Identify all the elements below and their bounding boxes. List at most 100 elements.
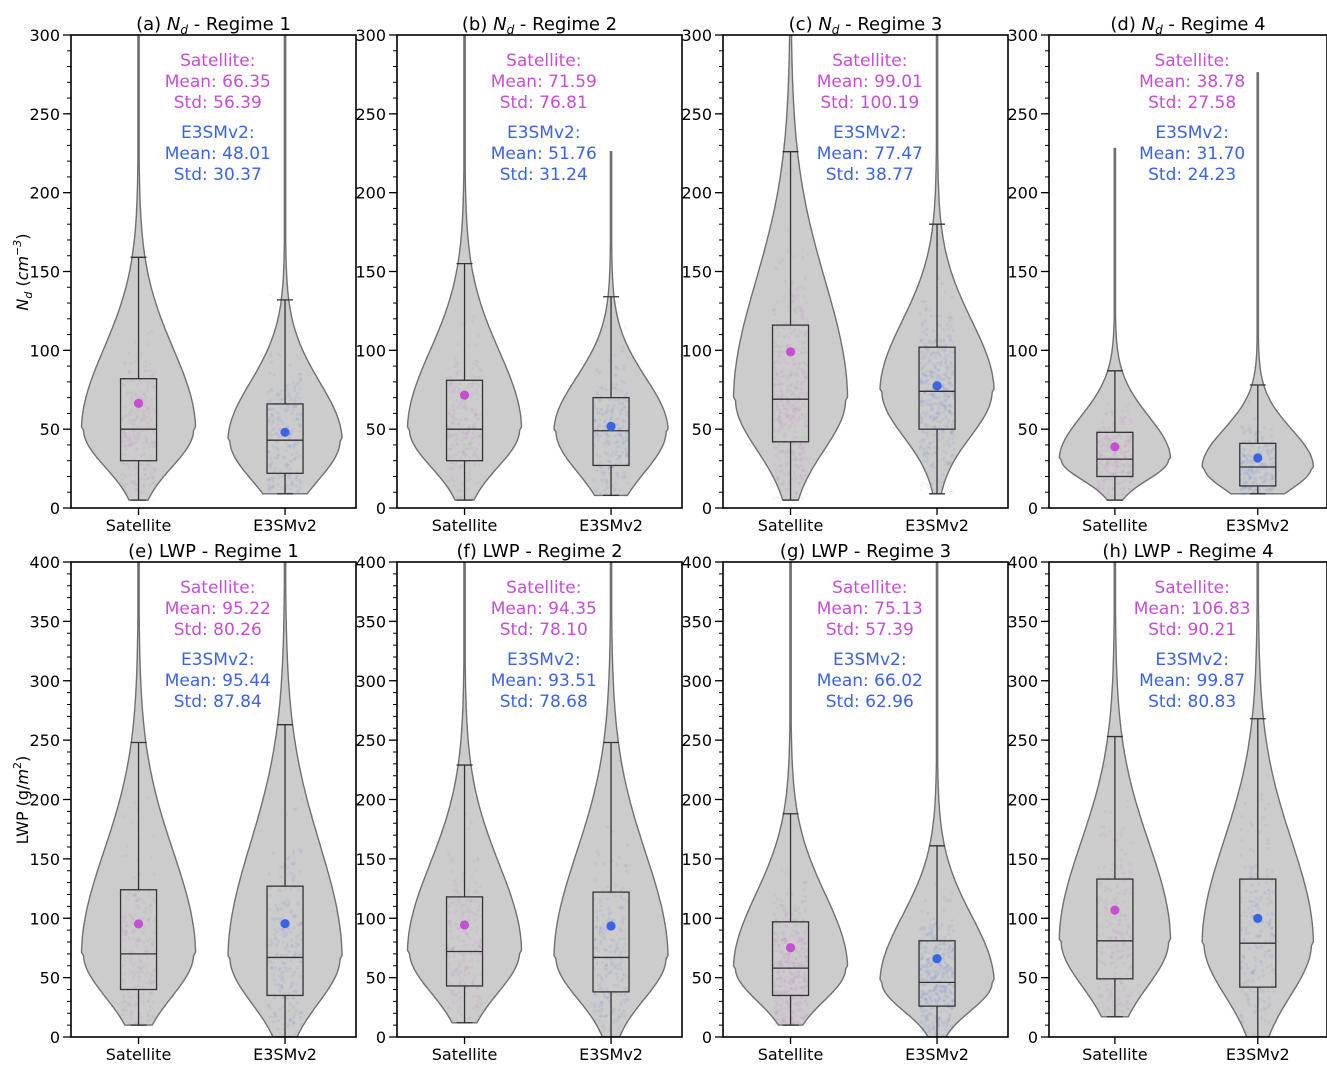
x-tick-label: E3SMv2: [1226, 1045, 1290, 1063]
y-axis: 0 50 100 150 200 250 300: [1007, 26, 1049, 518]
satellite-stats-text: Std: 56.39: [174, 93, 262, 113]
model-stats-text: E3SMv2:: [507, 650, 581, 670]
model-stats-text: Std: 87.84: [174, 692, 262, 712]
mean-marker: [932, 954, 941, 963]
panel-title: (d) Nd - Regime 4: [1110, 14, 1265, 37]
satellite-stats-text: Satellite:: [832, 51, 907, 71]
mean-marker: [280, 428, 289, 437]
y-tick-label: 50: [692, 969, 712, 988]
y-tick-label: 250: [1007, 731, 1038, 750]
mean-marker: [280, 919, 289, 928]
satellite-stats-text: Satellite:: [506, 51, 581, 71]
y-tick-label: 0: [50, 499, 60, 518]
model-stats-text: E3SMv2:: [1155, 650, 1229, 670]
mean-marker: [134, 399, 143, 408]
y-tick-label: 50: [40, 969, 60, 988]
satellite-stats-text: Std: 80.26: [174, 620, 262, 640]
mean-marker: [460, 391, 469, 400]
mean-marker: [1110, 442, 1119, 451]
model-stats-text: Mean: 48.01: [165, 144, 271, 164]
mean-marker: [1253, 914, 1262, 923]
model-stats-text: Std: 62.96: [826, 692, 914, 712]
model-stats-text: E3SMv2:: [181, 123, 255, 143]
satellite-stats-text: Std: 27.58: [1148, 93, 1236, 113]
y-tick-label: 200: [29, 791, 60, 810]
mean-marker: [786, 943, 795, 952]
x-tick-label: Satellite: [432, 516, 498, 535]
y-tick-label: 100: [681, 341, 712, 360]
panel-title: (f) LWP - Regime 2: [456, 541, 622, 562]
y-tick-label: 400: [681, 553, 712, 572]
y-tick-label: 100: [681, 909, 712, 928]
satellite-stats-text: Std: 78.10: [500, 620, 588, 640]
x-tick-label: E3SMv2: [905, 516, 969, 535]
x-tick-label: E3SMv2: [253, 516, 317, 535]
model-stats-text: Mean: 99.87: [1139, 671, 1245, 691]
y-tick-label: 250: [681, 105, 712, 124]
satellite-stats-text: Satellite:: [180, 578, 255, 598]
mean-marker: [786, 347, 795, 356]
model-stats-text: E3SMv2:: [507, 123, 581, 143]
model-stats-text: Std: 24.23: [1148, 165, 1236, 185]
y-tick-label: 250: [29, 731, 60, 750]
y-tick-label: 300: [29, 672, 60, 691]
y-tick-label: 0: [702, 1028, 712, 1047]
satellite-stats-text: Mean: 71.59: [491, 72, 597, 92]
y-tick-label: 350: [29, 612, 60, 631]
x-tick-label: E3SMv2: [905, 1045, 969, 1063]
mean-marker: [606, 921, 615, 930]
model-stats-text: E3SMv2:: [833, 650, 907, 670]
satellite-stats-text: Mean: 75.13: [817, 599, 923, 619]
model-stats-text: Mean: 95.44: [165, 671, 271, 691]
y-tick-label: 150: [681, 263, 712, 282]
y-tick-label: 0: [1028, 1028, 1038, 1047]
y-tick-label: 0: [376, 1028, 386, 1047]
lwp-axis-label: LWP (g/m2): [11, 756, 32, 845]
y-tick-label: 50: [1018, 420, 1038, 439]
satellite-stats-text: Std: 90.21: [1148, 620, 1236, 640]
y-tick-label: 250: [355, 105, 386, 124]
satellite-stats-text: Mean: 95.22: [165, 599, 271, 619]
y-tick-label: 300: [1007, 26, 1038, 45]
panel-title: (a) Nd - Regime 1: [136, 14, 291, 37]
x-tick-label: E3SMv2: [579, 516, 643, 535]
satellite-stats-text: Satellite:: [1154, 578, 1229, 598]
y-tick-label: 50: [1018, 969, 1038, 988]
x-tick-label: Satellite: [1082, 516, 1148, 535]
y-tick-label: 0: [1028, 499, 1038, 518]
panel-title: (b) Nd - Regime 2: [462, 14, 617, 37]
y-tick-label: 150: [355, 850, 386, 869]
mean-marker: [460, 920, 469, 929]
model-stats-text: Std: 38.77: [826, 165, 914, 185]
satellite-stats-text: Satellite:: [180, 51, 255, 71]
y-tick-label: 150: [29, 850, 60, 869]
y-tick-label: 50: [366, 420, 386, 439]
satellite-stats-text: Std: 76.81: [500, 93, 588, 113]
y-tick-label: 200: [1007, 184, 1038, 203]
x-tick-label: Satellite: [758, 516, 824, 535]
y-tick-label: 100: [355, 909, 386, 928]
y-tick-label: 300: [355, 672, 386, 691]
x-tick-label: E3SMv2: [579, 1045, 643, 1063]
y-tick-label: 300: [355, 26, 386, 45]
y-tick-label: 100: [1007, 341, 1038, 360]
satellite-stats-text: Mean: 106.83: [1134, 599, 1251, 619]
y-tick-label: 200: [355, 791, 386, 810]
y-tick-label: 50: [366, 969, 386, 988]
y-tick-label: 150: [1007, 263, 1038, 282]
y-tick-label: 300: [29, 26, 60, 45]
x-tick-label: Satellite: [106, 1045, 172, 1063]
y-tick-label: 150: [355, 263, 386, 282]
y-tick-label: 250: [1007, 105, 1038, 124]
y-tick-label: 100: [29, 341, 60, 360]
y-tick-label: 350: [355, 612, 386, 631]
